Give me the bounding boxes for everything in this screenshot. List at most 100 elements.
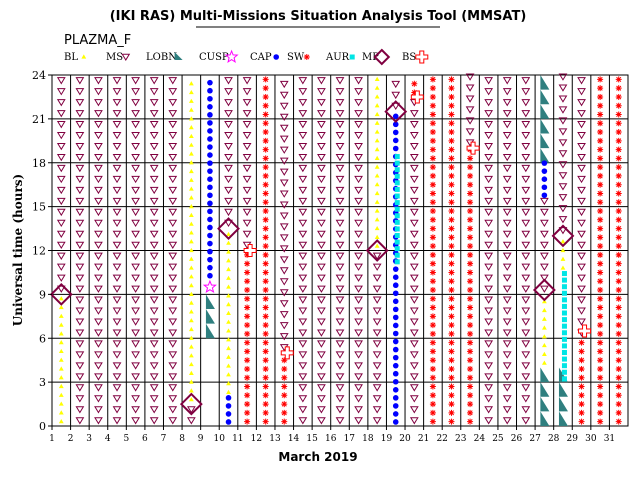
bl-marker <box>188 265 194 270</box>
sw-marker <box>597 339 604 346</box>
bl-marker <box>188 274 194 279</box>
ms-marker <box>149 406 159 414</box>
sw-marker <box>467 164 474 171</box>
sw-marker <box>244 339 251 346</box>
ms-marker <box>521 77 531 85</box>
ms-marker <box>112 395 122 403</box>
ms-marker <box>224 121 233 129</box>
ms-marker <box>484 307 494 315</box>
ms-marker <box>540 274 549 282</box>
ms-marker <box>484 142 494 151</box>
lobn-marker <box>540 396 550 412</box>
ms-marker <box>317 384 326 392</box>
ms-marker <box>484 132 494 140</box>
ms-marker <box>112 285 122 293</box>
ms-marker <box>317 208 326 217</box>
sw-marker <box>615 409 622 416</box>
sw-marker <box>429 164 436 171</box>
sw-marker <box>615 146 622 153</box>
cap-marker <box>207 248 213 255</box>
sw-marker <box>467 278 474 285</box>
bl-marker <box>58 296 64 301</box>
ms-marker <box>354 318 363 326</box>
ms-marker <box>298 417 308 425</box>
ms-marker <box>317 132 326 140</box>
sw-marker <box>244 295 251 302</box>
ms-marker <box>577 318 586 326</box>
ms-marker <box>502 175 512 184</box>
lobn-marker <box>540 75 550 90</box>
cap-marker <box>392 274 399 280</box>
ms-marker <box>502 241 512 249</box>
ms-marker <box>298 186 308 195</box>
aur-marker <box>561 330 567 336</box>
sw-marker <box>448 146 455 153</box>
ms-marker <box>298 263 308 271</box>
ms-marker <box>279 80 289 89</box>
ms-marker <box>484 384 494 392</box>
ms-marker <box>168 296 178 304</box>
ms-marker <box>484 175 494 184</box>
cap-marker <box>207 200 213 207</box>
ms-marker <box>521 263 531 271</box>
ms-marker <box>75 164 85 173</box>
region-ms <box>279 80 289 352</box>
aur-marker <box>394 200 400 206</box>
ms-marker <box>409 219 419 228</box>
ms-marker <box>112 384 122 392</box>
ms-marker <box>558 183 568 191</box>
ms-marker <box>279 91 289 100</box>
bl-marker <box>188 230 194 235</box>
sw-marker <box>578 357 585 364</box>
lobn-marker <box>540 411 550 426</box>
ms-marker <box>279 212 289 220</box>
ms-marker <box>577 219 586 228</box>
sw-marker <box>448 164 455 171</box>
ms-marker <box>168 329 178 337</box>
ms-marker <box>335 307 345 315</box>
ms-marker <box>149 110 159 118</box>
sw-marker <box>615 164 622 171</box>
ms-marker <box>484 208 494 217</box>
aur-marker <box>561 369 567 375</box>
ms-marker <box>577 132 586 140</box>
ms-marker <box>577 263 586 271</box>
sw-marker <box>429 286 436 293</box>
ms-marker <box>354 384 363 392</box>
sw-marker <box>615 392 622 399</box>
ms-marker <box>409 318 419 326</box>
cap-marker <box>207 176 213 183</box>
sw-marker <box>429 392 436 399</box>
sw-marker <box>281 374 288 381</box>
sw-marker <box>597 181 604 188</box>
ms-marker <box>502 395 512 403</box>
ms-marker <box>242 142 252 151</box>
ms-marker <box>224 88 233 96</box>
ms-marker <box>94 406 103 414</box>
aur-marker <box>394 167 400 173</box>
region-ms <box>409 99 419 425</box>
bl-marker <box>188 291 194 296</box>
ms-marker <box>168 208 178 217</box>
ms-marker <box>56 77 66 85</box>
sw-marker <box>244 418 251 425</box>
ms-marker <box>335 351 345 359</box>
ms-marker <box>279 223 289 231</box>
sw-marker <box>262 76 269 83</box>
cap-marker <box>207 104 213 110</box>
cap-marker <box>392 145 399 152</box>
sw-marker <box>597 322 604 329</box>
cap-marker <box>392 395 399 401</box>
sw-marker <box>467 313 474 320</box>
ms-marker <box>75 351 85 359</box>
ms-marker <box>317 175 326 184</box>
sw-marker <box>429 111 436 118</box>
ms-marker <box>502 99 512 107</box>
sw-marker <box>448 199 455 206</box>
ms-marker <box>75 274 85 282</box>
sw-marker <box>467 216 474 223</box>
ms-marker <box>112 230 122 239</box>
bl-marker <box>374 208 380 213</box>
ms-marker <box>149 219 159 228</box>
ms-marker <box>75 263 85 271</box>
